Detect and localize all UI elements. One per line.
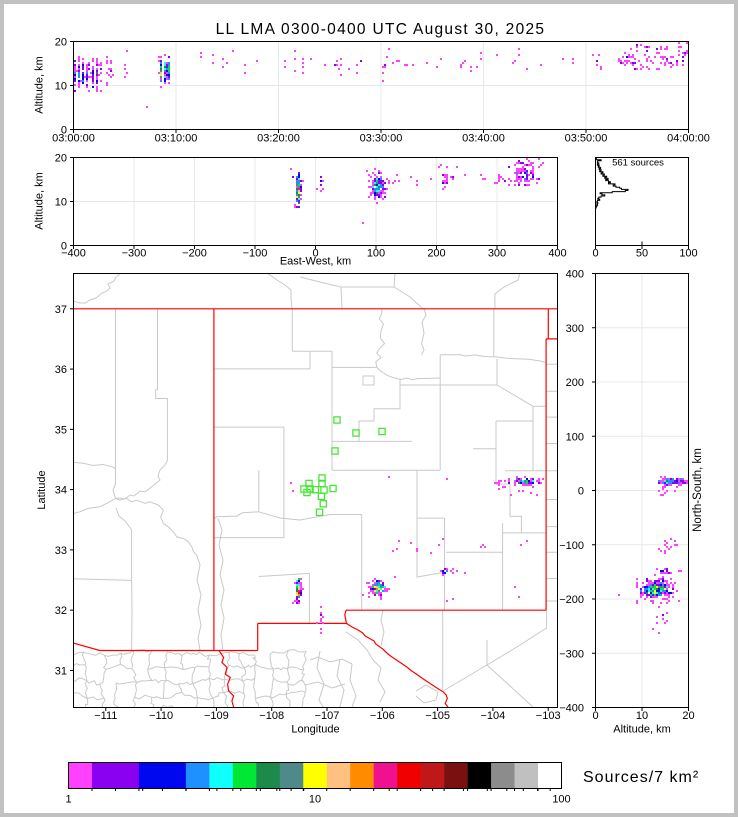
svg-text:−400: −400 — [559, 703, 584, 715]
svg-text:−105: −105 — [425, 710, 450, 722]
svg-text:20: 20 — [55, 153, 67, 165]
svg-text:03:20:00: 03:20:00 — [257, 133, 300, 145]
svg-text:Altitude, km: Altitude, km — [613, 724, 670, 736]
svg-text:−100: −100 — [243, 248, 268, 260]
svg-text:10: 10 — [55, 197, 67, 209]
svg-text:20: 20 — [55, 37, 67, 49]
svg-text:0: 0 — [312, 248, 318, 260]
svg-text:35: 35 — [55, 424, 67, 436]
svg-text:−107: −107 — [315, 710, 340, 722]
svg-text:36: 36 — [55, 364, 67, 376]
svg-text:34: 34 — [55, 485, 67, 497]
svg-text:−200: −200 — [559, 594, 584, 606]
svg-text:0: 0 — [592, 710, 598, 722]
svg-text:03:30:00: 03:30:00 — [360, 133, 403, 145]
svg-text:03:40:00: 03:40:00 — [462, 133, 505, 145]
svg-text:400: 400 — [566, 269, 584, 281]
svg-text:50: 50 — [636, 248, 648, 260]
svg-text:10: 10 — [309, 794, 321, 806]
svg-text:−200: −200 — [182, 248, 207, 260]
svg-text:−106: −106 — [370, 710, 395, 722]
svg-text:−400: −400 — [61, 248, 86, 260]
svg-text:10: 10 — [636, 710, 648, 722]
svg-text:0: 0 — [592, 248, 598, 260]
svg-text:Altitude, km: Altitude, km — [34, 172, 46, 229]
svg-text:561 sources: 561 sources — [612, 158, 664, 169]
svg-text:10: 10 — [55, 81, 67, 93]
svg-text:37: 37 — [55, 304, 67, 316]
svg-text:100: 100 — [566, 431, 584, 443]
svg-text:East-West, km: East-West, km — [280, 256, 351, 268]
svg-text:−100: −100 — [559, 540, 584, 552]
svg-text:−104: −104 — [481, 710, 506, 722]
svg-text:32: 32 — [55, 605, 67, 617]
svg-text:−300: −300 — [122, 248, 147, 260]
svg-text:100: 100 — [367, 248, 385, 260]
svg-text:−103: −103 — [536, 710, 561, 722]
svg-text:03:50:00: 03:50:00 — [565, 133, 608, 145]
svg-text:04:00:00: 04:00:00 — [667, 133, 710, 145]
svg-text:20: 20 — [682, 710, 694, 722]
svg-text:0: 0 — [578, 486, 584, 498]
svg-text:−108: −108 — [259, 710, 284, 722]
svg-text:03:10:00: 03:10:00 — [155, 133, 198, 145]
svg-text:−110: −110 — [149, 710, 173, 722]
svg-text:100: 100 — [552, 794, 570, 806]
svg-text:03:00:00: 03:00:00 — [52, 133, 95, 145]
svg-text:−300: −300 — [559, 648, 584, 660]
svg-text:100: 100 — [679, 248, 697, 260]
svg-text:LL LMA 0300-0400 UTC August 30: LL LMA 0300-0400 UTC August 30, 2025 — [216, 21, 546, 38]
svg-text:Sources/7 km²: Sources/7 km² — [583, 769, 699, 786]
svg-text:−111: −111 — [94, 710, 117, 722]
svg-text:0: 0 — [61, 125, 67, 137]
svg-text:North-South, km: North-South, km — [692, 448, 704, 532]
svg-text:Longitude: Longitude — [291, 724, 339, 736]
svg-text:33: 33 — [55, 545, 67, 557]
svg-text:300: 300 — [488, 248, 506, 260]
svg-text:Latitude: Latitude — [36, 470, 48, 509]
svg-text:200: 200 — [566, 377, 584, 389]
svg-text:300: 300 — [566, 323, 584, 335]
svg-text:1: 1 — [65, 794, 71, 806]
svg-text:31: 31 — [55, 665, 67, 677]
svg-text:0: 0 — [61, 241, 67, 253]
svg-text:Altitude, km: Altitude, km — [34, 56, 46, 113]
svg-text:400: 400 — [548, 248, 566, 260]
svg-text:200: 200 — [427, 248, 445, 260]
svg-text:−109: −109 — [204, 710, 229, 722]
